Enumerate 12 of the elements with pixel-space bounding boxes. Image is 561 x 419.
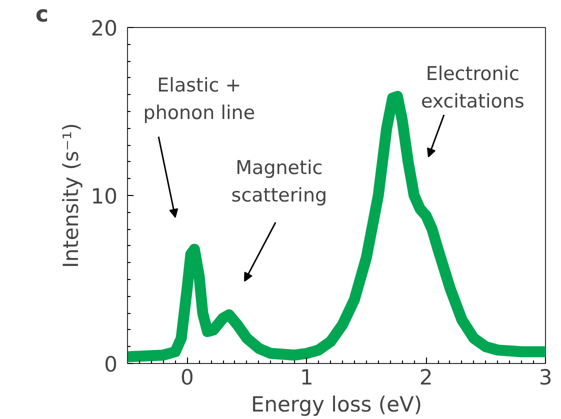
x-tick-label: 2 (419, 366, 433, 390)
y-tick-label: 10 (90, 184, 118, 208)
y-tick-label: 20 (90, 16, 118, 40)
annotation: Elastic + phonon line (143, 74, 256, 124)
annotation: Electronic excitations (420, 62, 524, 112)
x-tick-label: 3 (538, 366, 552, 390)
annotation: Magnetic scattering (231, 156, 328, 206)
x-tick-label: 1 (300, 366, 314, 390)
y-axis-title: Intensity (s⁻¹) (58, 123, 83, 268)
text: c (36, 2, 49, 28)
x-axis-title: Energy loss (eV) (250, 392, 422, 416)
x-tick-label: 0 (180, 366, 194, 390)
